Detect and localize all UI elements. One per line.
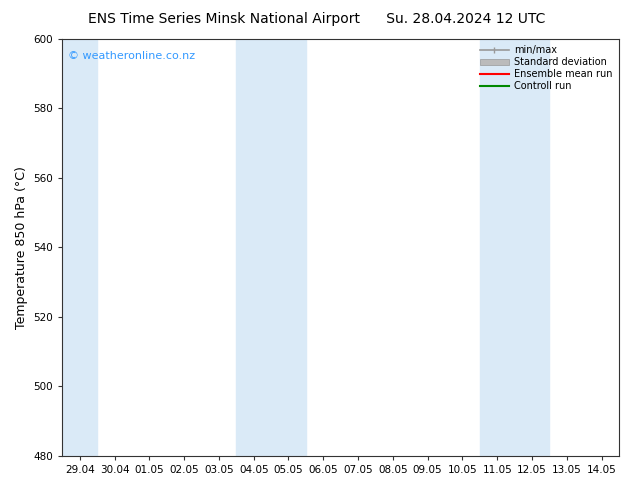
Bar [62,39,97,456]
Y-axis label: Temperature 850 hPa (°C): Temperature 850 hPa (°C) [15,166,28,329]
Bar [236,39,271,456]
Bar [480,39,515,456]
Text: ENS Time Series Minsk National Airport      Su. 28.04.2024 12 UTC: ENS Time Series Minsk National Airport S… [88,12,546,26]
Legend: min/max, Standard deviation, Ensemble mean run, Controll run: min/max, Standard deviation, Ensemble me… [478,44,614,93]
Bar [271,39,306,456]
Bar [515,39,550,456]
Text: © weatheronline.co.nz: © weatheronline.co.nz [68,51,195,61]
